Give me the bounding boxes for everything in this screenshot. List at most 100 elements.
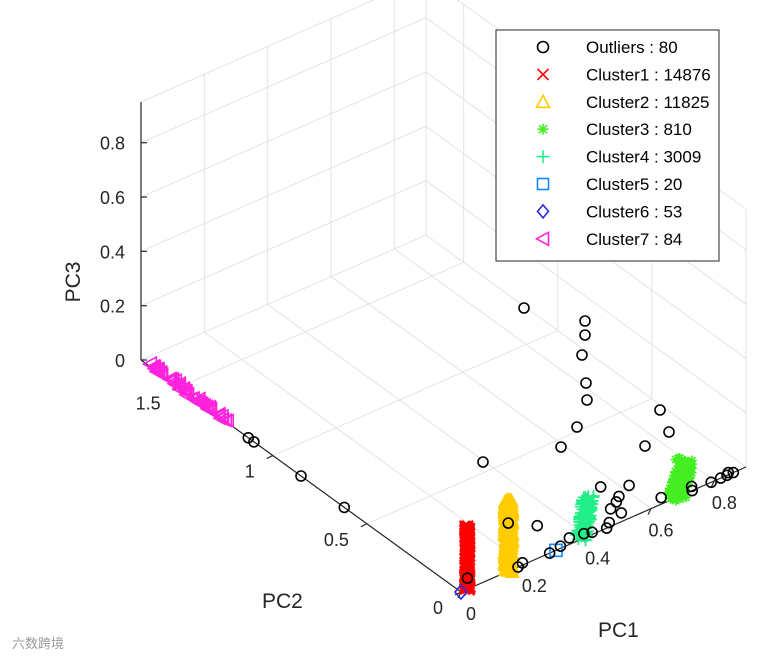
data-point-cluster3 — [673, 470, 684, 481]
grid-line — [366, 398, 653, 525]
y-tick-mark — [266, 454, 274, 460]
data-point-outlier — [581, 394, 593, 406]
data-point-cluster7 — [172, 379, 187, 395]
data-point-cluster3 — [667, 476, 678, 487]
legend-marker-cluster4 — [536, 150, 550, 164]
data-point-outlier — [623, 479, 635, 492]
data-point-cluster7 — [203, 401, 218, 417]
legend-label-cluster4: Cluster4 : 3009 — [586, 148, 701, 167]
data-point-outlier — [576, 349, 588, 361]
grid-line — [272, 330, 558, 456]
legend-box — [495, 29, 720, 262]
y-tick-mark — [360, 523, 368, 528]
data-point-cluster3 — [686, 459, 697, 470]
data-point-outlier — [686, 484, 698, 497]
data-point-cluster3 — [679, 456, 692, 469]
data-point-outlier — [502, 517, 515, 529]
data-point-outlier — [654, 404, 666, 416]
data-point-outlier — [655, 491, 667, 504]
data-point-cluster7 — [215, 411, 230, 427]
grid-line — [178, 261, 464, 388]
data-point-outlier — [563, 532, 576, 544]
legend-entry-cluster6: Cluster6 : 53 — [536, 202, 682, 221]
data-point-outlier — [518, 302, 530, 314]
data-point-cluster7 — [141, 355, 158, 373]
grid-line — [204, 331, 525, 565]
data-point-cluster3 — [675, 462, 686, 473]
series-cluster4 — [570, 489, 600, 547]
legend-entry-cluster5: Cluster5 : 20 — [536, 175, 682, 194]
data-point-cluster2 — [500, 491, 517, 508]
data-point-outlier — [663, 426, 675, 438]
legend-entry-outliers: Outliers : 80 — [536, 38, 678, 57]
z-tick-label: 0.2 — [100, 297, 125, 317]
data-point-outlier — [705, 476, 717, 489]
series-cluster2 — [497, 491, 520, 578]
data-point-cluster3 — [663, 489, 674, 500]
data-point-cluster2 — [504, 534, 520, 549]
data-point-cluster2 — [499, 528, 515, 542]
series-cluster7 — [141, 355, 235, 428]
data-point-outlier — [600, 522, 613, 534]
y-tick-label: 1 — [245, 462, 255, 482]
data-point-cluster2 — [497, 557, 513, 572]
legend-marker-cluster1 — [536, 68, 550, 81]
data-point-cluster3 — [681, 478, 692, 489]
grid-line — [330, 276, 652, 510]
data-point-cluster1 — [460, 520, 474, 534]
legend-marker-cluster3 — [537, 123, 549, 135]
data-point-outlier — [722, 466, 735, 479]
z-tick-label: 0.6 — [100, 188, 125, 208]
data-point-cluster4 — [579, 534, 592, 547]
legend-label-outliers: Outliers : 80 — [586, 38, 678, 57]
legend-marker-cluster6 — [536, 203, 550, 220]
data-point-cluster2 — [500, 532, 516, 546]
grid-line — [140, 180, 427, 307]
data-point-outlier — [610, 496, 623, 508]
y-tick-label: 1.5 — [136, 393, 161, 413]
data-point-outlier — [543, 547, 556, 559]
data-point-outlier — [248, 436, 260, 448]
data-point-outlier — [554, 540, 567, 552]
legend-marker-cluster5 — [536, 177, 550, 191]
data-point-cluster4 — [579, 513, 592, 526]
data-point-cluster4 — [585, 502, 598, 515]
data-point-outlier — [571, 421, 583, 433]
x-tick-mark — [710, 480, 715, 488]
data-point-outlier — [586, 526, 598, 539]
y-axis-label: PC2 — [262, 590, 303, 613]
x-tick-label: 0.6 — [648, 521, 673, 541]
data-point-outlier — [685, 480, 698, 493]
data-point-cluster3 — [670, 454, 681, 465]
legend: Outliers : 80 Cluster1 : 14876 Cluster2 : … — [495, 29, 720, 262]
data-point-outlier — [578, 527, 590, 540]
series-cluster6 — [453, 583, 469, 601]
data-point-outlier — [477, 456, 489, 468]
data-point-outlier — [639, 440, 651, 452]
legend-marker-cluster7 — [534, 230, 550, 247]
legend-label-cluster6: Cluster6 : 53 — [586, 202, 682, 221]
x-tick-label: 0.2 — [522, 576, 547, 596]
data-point-cluster2 — [497, 504, 513, 518]
watermark: 六数跨境 — [12, 637, 64, 652]
grid-line — [140, 125, 427, 252]
data-point-cluster3 — [670, 491, 681, 502]
x-tick-label: 0.4 — [585, 548, 610, 568]
grid-line — [140, 0, 375, 103]
data-point-cluster2 — [497, 500, 513, 515]
series-cluster3 — [663, 452, 697, 506]
data-point-cluster4 — [574, 516, 587, 529]
grid-line — [140, 71, 427, 198]
data-point-cluster7 — [200, 401, 215, 416]
data-point-cluster7 — [180, 386, 195, 402]
data-point-cluster3 — [681, 492, 692, 503]
x-tick-mark — [647, 508, 652, 515]
data-point-cluster1 — [461, 568, 473, 581]
data-point-cluster3 — [673, 493, 684, 504]
data-point-outlier — [531, 519, 544, 532]
y-tick-label: 0.5 — [324, 530, 349, 550]
grid-line — [140, 234, 427, 361]
legend-label-cluster5: Cluster5 : 20 — [586, 175, 682, 194]
legend-entry-cluster3: Cluster3 : 810 — [537, 120, 692, 139]
